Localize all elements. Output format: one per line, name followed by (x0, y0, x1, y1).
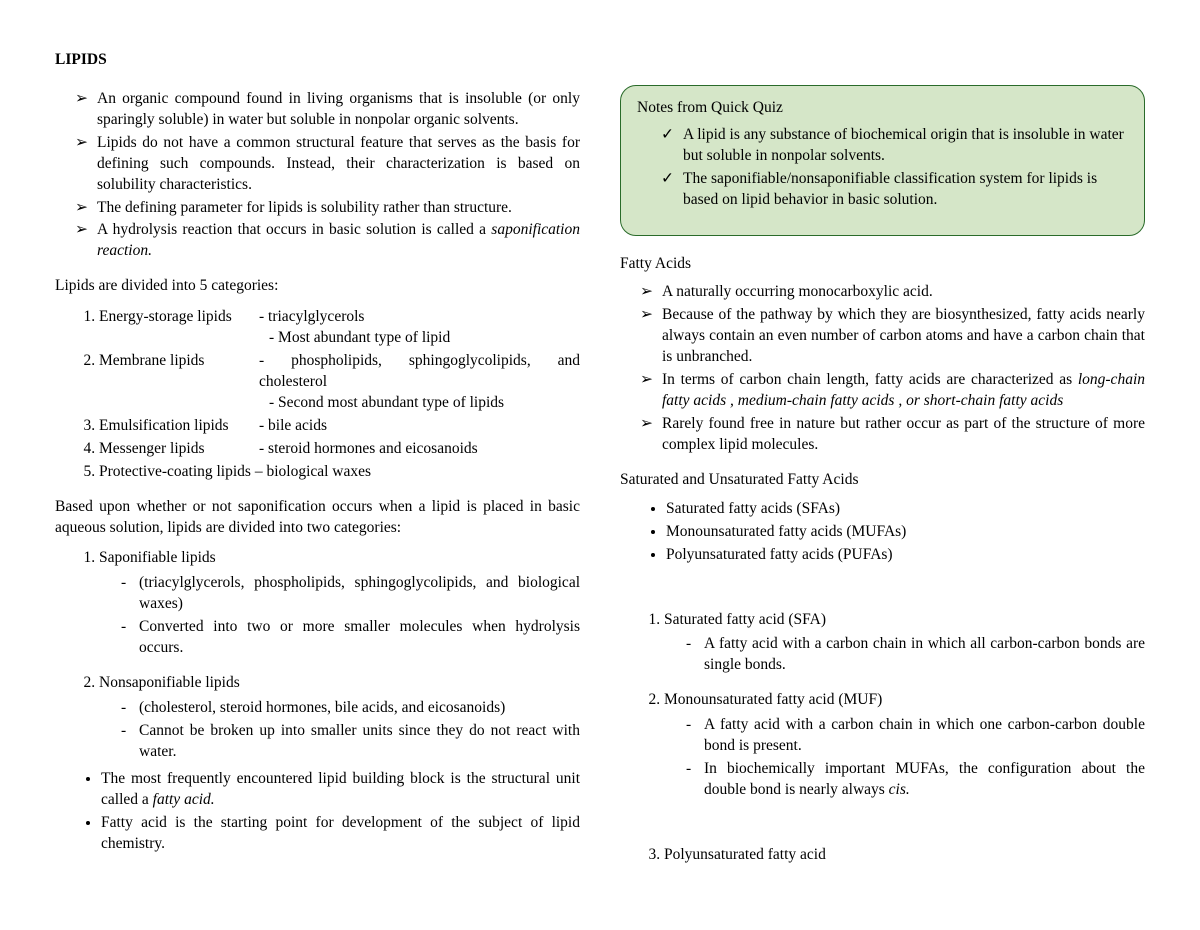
text: In biochemically important MUFAs, the co… (704, 760, 1145, 798)
intro-item: An organic compound found in living orga… (79, 89, 580, 131)
def-item: Saturated fatty acid (SFA) A fatty acid … (664, 610, 1145, 677)
sap-point: (triacylglycerols, phospholipids, sphing… (117, 573, 580, 615)
intro-list: An organic compound found in living orga… (55, 89, 580, 262)
category-name: Emulsification lipids (99, 416, 259, 437)
definitions-list: Saturated fatty acid (SFA) A fatty acid … (620, 610, 1145, 801)
callout-item: The saponifiable/nonsaponifiable classif… (665, 169, 1128, 211)
category-desc: - phospholipids, sphingoglycolipids, and… (259, 351, 580, 393)
fa-item: A naturally occurring monocarboxylic aci… (644, 282, 1145, 303)
sat-bullet: Saturated fatty acids (SFAs) (666, 499, 1145, 520)
text: A hydrolysis reaction that occurs in bas… (97, 221, 491, 238)
right-column: Notes from Quick Quiz A lipid is any sub… (620, 85, 1145, 880)
category-desc: - bile acids (259, 416, 580, 437)
intro-item: Lipids do not have a common structural f… (79, 133, 580, 196)
callout-list: A lipid is any substance of biochemical … (637, 125, 1128, 211)
category-name: Energy-storage lipids (99, 307, 259, 328)
definitions-list-cont: Polyunsaturated fatty acid (620, 845, 1145, 866)
def-point: In biochemically important MUFAs, the co… (682, 759, 1145, 801)
sat-bullet: Monounsaturated fatty acids (MUFAs) (666, 522, 1145, 543)
fatty-acids-heading: Fatty Acids (620, 254, 1145, 275)
category-sub: - Most abundant type of lipid (99, 328, 580, 349)
fatty-acids-list: A naturally occurring monocarboxylic aci… (620, 282, 1145, 455)
category-item: Energy-storage lipids- triacylglycerols … (99, 307, 580, 349)
note-item: Fatty acid is the starting point for dev… (101, 813, 580, 855)
category-item: Membrane lipids- phospholipids, sphingog… (99, 351, 580, 414)
def-point: A fatty acid with a carbon chain in whic… (682, 634, 1145, 676)
def-point: A fatty acid with a carbon chain in whic… (682, 715, 1145, 757)
category-name: Membrane lipids (99, 351, 259, 393)
categories-lead: Lipids are divided into 5 categories: (55, 276, 580, 297)
left-column: An organic compound found in living orga… (55, 85, 580, 880)
fatty-acid-notes: The most frequently encountered lipid bu… (55, 769, 580, 855)
category-sub: - Second most abundant type of lipids (99, 393, 580, 414)
def-item: Monounsaturated fatty acid (MUF) A fatty… (664, 690, 1145, 801)
intro-item: The defining parameter for lipids is sol… (79, 198, 580, 219)
term-fatty-acid: fatty acid. (153, 791, 215, 808)
category-item: Emulsification lipids- bile acids (99, 416, 580, 437)
fa-item: In terms of carbon chain length, fatty a… (644, 370, 1145, 412)
category-desc: - triacylglycerols (259, 307, 580, 328)
category-desc: - steroid hormones and eicosanoids (259, 439, 580, 460)
sat-bullets: Saturated fatty acids (SFAs) Monounsatur… (620, 499, 1145, 566)
def-title: Monounsaturated fatty acid (MUF) (664, 691, 882, 708)
intro-item: A hydrolysis reaction that occurs in bas… (79, 220, 580, 262)
callout-title: Notes from Quick Quiz (637, 98, 1128, 119)
sap-title: Nonsaponifiable lipids (99, 674, 240, 691)
sat-bullet: Polyunsaturated fatty acids (PUFAs) (666, 545, 1145, 566)
sap-point: Cannot be broken up into smaller units s… (117, 721, 580, 763)
fa-item: Rarely found free in nature but rather o… (644, 414, 1145, 456)
sap-item: Saponifiable lipids (triacylglycerols, p… (99, 548, 580, 659)
saponification-lead: Based upon whether or not saponification… (55, 497, 580, 539)
sap-point: (cholesterol, steroid hormones, bile aci… (117, 698, 580, 719)
fa-item: Because of the pathway by which they are… (644, 305, 1145, 368)
text: In terms of carbon chain length, fatty a… (662, 371, 1078, 388)
category-name: Messenger lipids (99, 439, 259, 460)
def-item: Polyunsaturated fatty acid (664, 845, 1145, 866)
sap-item: Nonsaponifiable lipids (cholesterol, ste… (99, 673, 580, 763)
sat-unsat-heading: Saturated and Unsaturated Fatty Acids (620, 470, 1145, 491)
sap-point: Converted into two or more smaller molec… (117, 617, 580, 659)
note-item: The most frequently encountered lipid bu… (101, 769, 580, 811)
quick-quiz-callout: Notes from Quick Quiz A lipid is any sub… (620, 85, 1145, 236)
category-item: Protective-coating lipids – biological w… (99, 462, 580, 483)
term-cis: cis. (889, 781, 910, 798)
saponification-list: Saponifiable lipids (triacylglycerols, p… (55, 548, 580, 762)
categories-list: Energy-storage lipids- triacylglycerols … (55, 307, 580, 482)
def-title: Saturated fatty acid (SFA) (664, 611, 826, 628)
two-column-layout: An organic compound found in living orga… (55, 85, 1145, 880)
callout-item: A lipid is any substance of biochemical … (665, 125, 1128, 167)
sap-title: Saponifiable lipids (99, 549, 216, 566)
category-item: Messenger lipids- steroid hormones and e… (99, 439, 580, 460)
page-title: LIPIDS (55, 50, 1145, 71)
